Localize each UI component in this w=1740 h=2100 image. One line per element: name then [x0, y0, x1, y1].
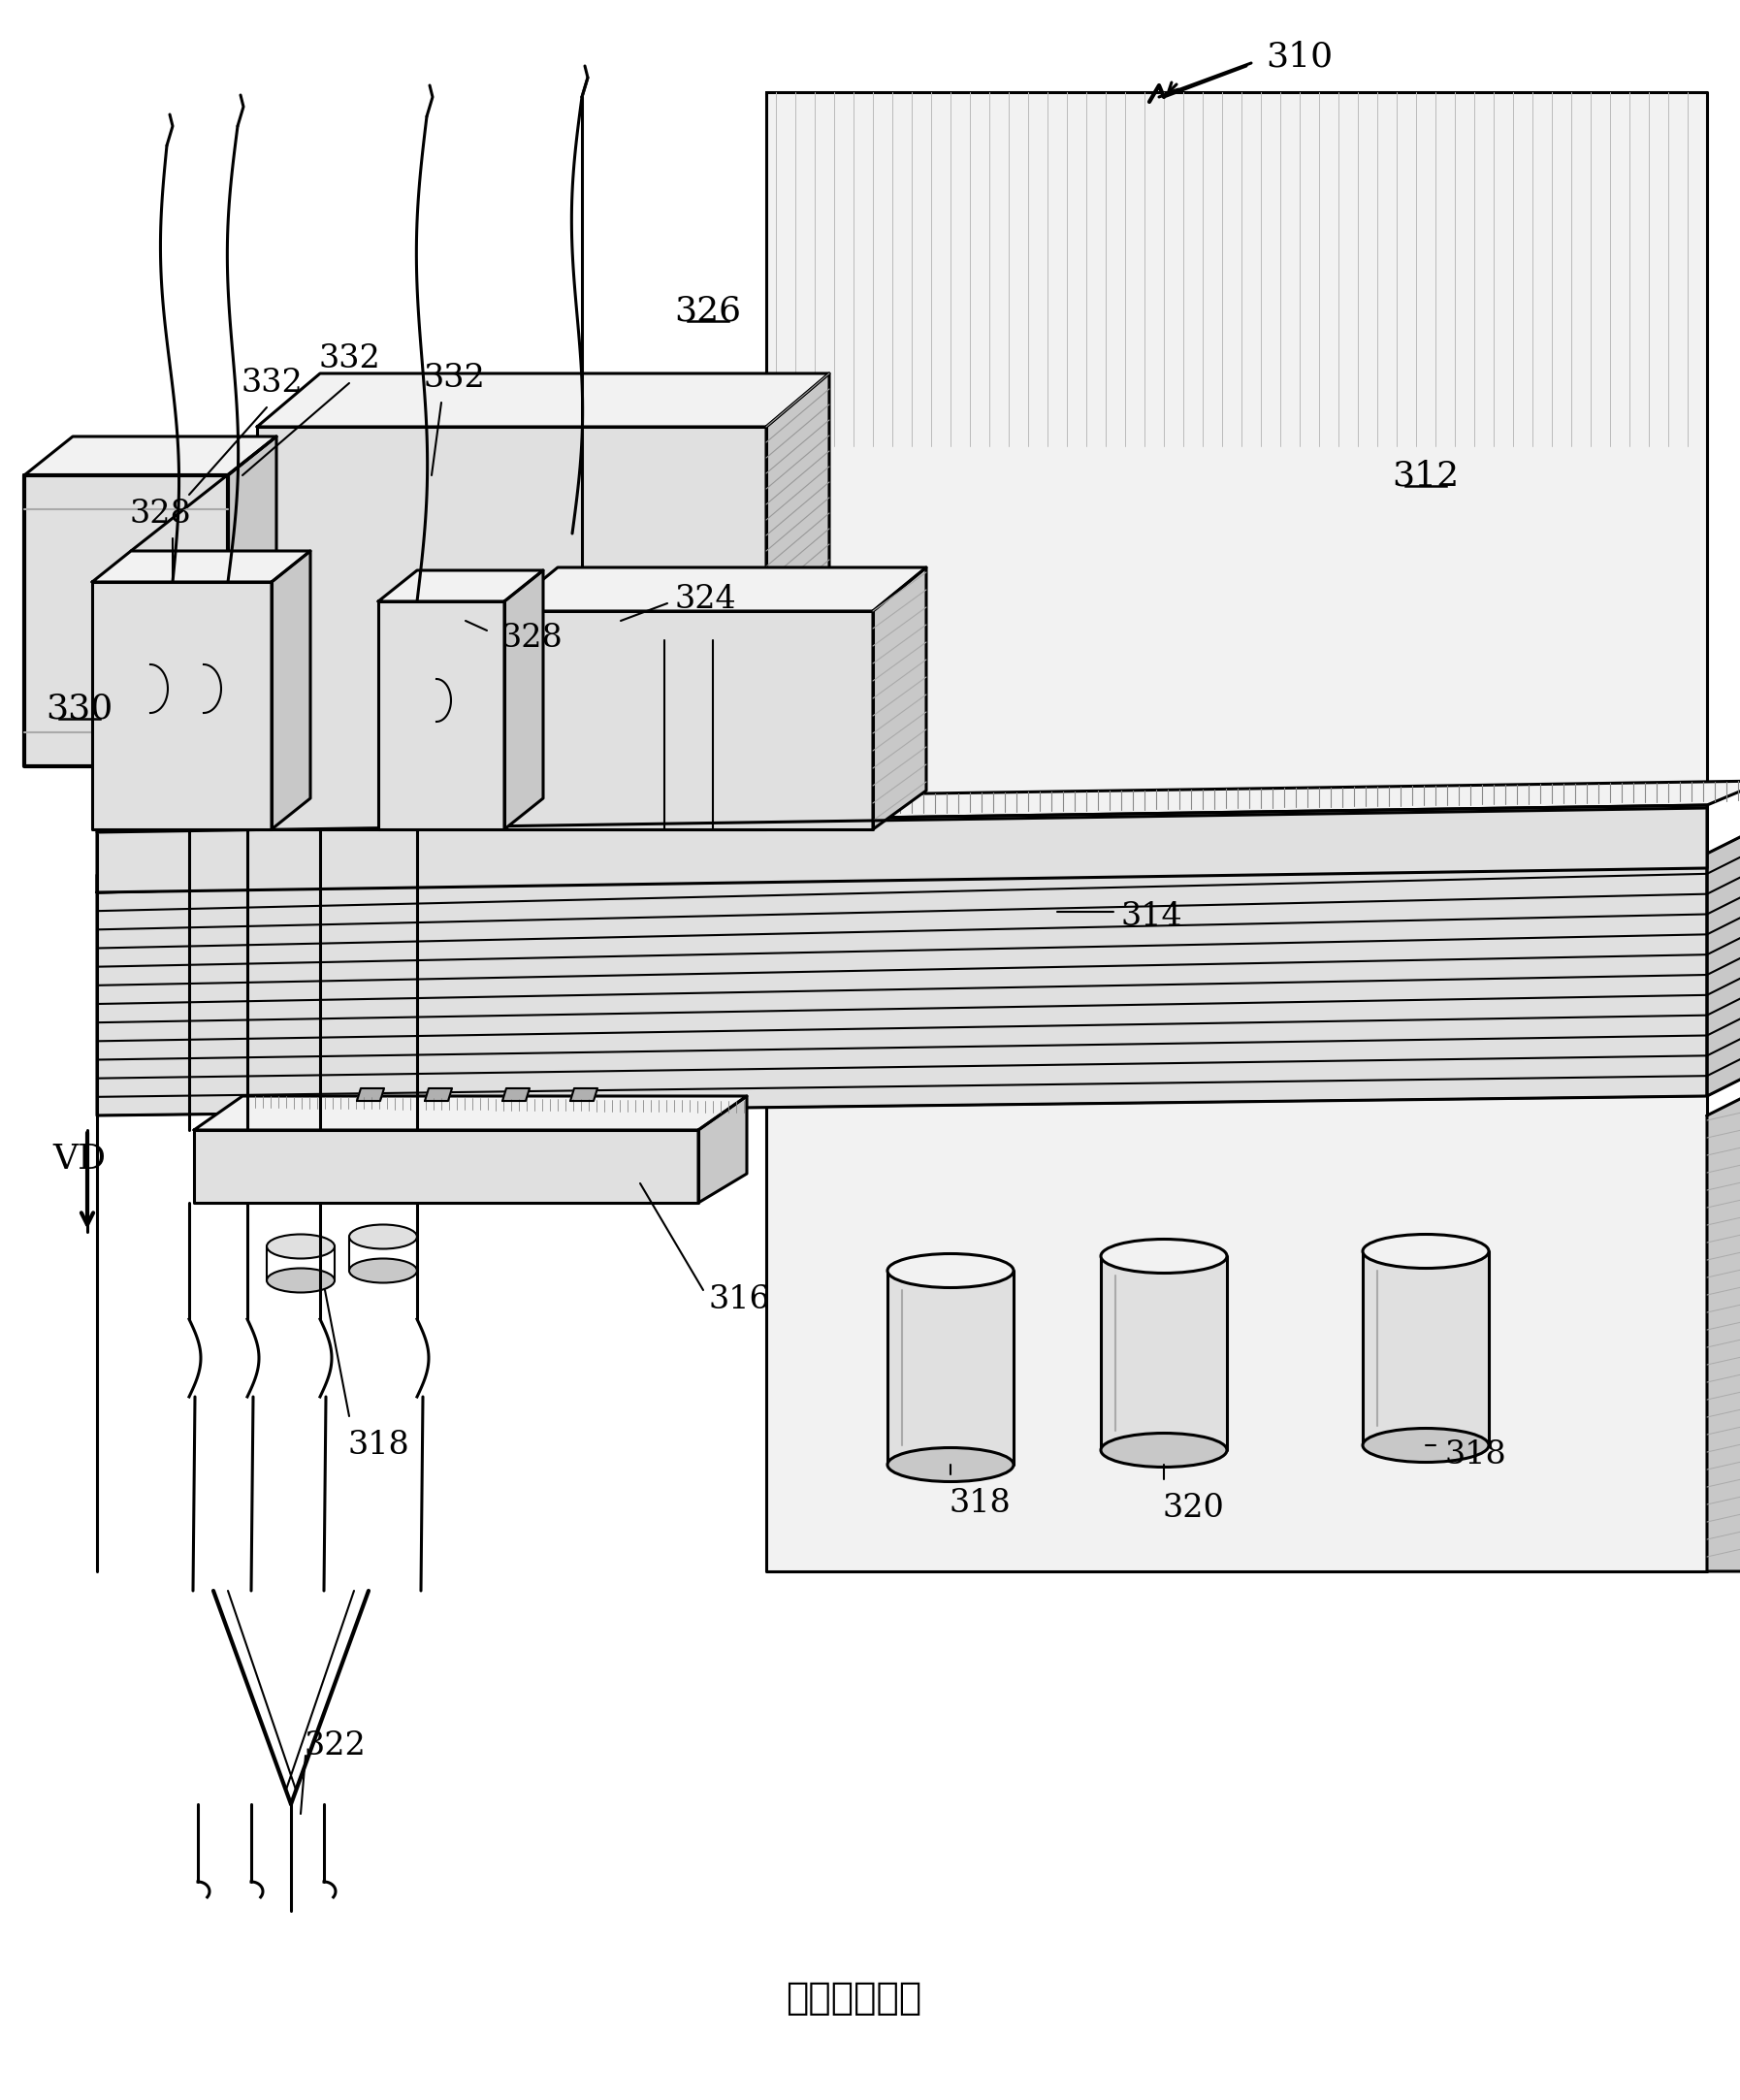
Polygon shape	[505, 567, 926, 611]
Text: 328: 328	[129, 498, 191, 529]
Polygon shape	[92, 582, 271, 830]
Ellipse shape	[1101, 1239, 1227, 1273]
Ellipse shape	[887, 1254, 1013, 1287]
Polygon shape	[698, 1096, 746, 1203]
Polygon shape	[1707, 815, 1740, 1096]
Polygon shape	[97, 853, 1707, 1115]
Polygon shape	[503, 1088, 529, 1100]
Ellipse shape	[266, 1268, 334, 1291]
Polygon shape	[766, 92, 1707, 1571]
Text: 328: 328	[501, 624, 562, 653]
Text: 310: 310	[1265, 40, 1333, 74]
Polygon shape	[97, 804, 1707, 892]
Polygon shape	[97, 781, 1740, 830]
Polygon shape	[92, 550, 310, 582]
Polygon shape	[271, 550, 310, 829]
Polygon shape	[873, 567, 926, 830]
Ellipse shape	[1101, 1432, 1227, 1468]
Polygon shape	[766, 374, 830, 830]
Text: 318: 318	[1446, 1438, 1507, 1470]
Text: 320: 320	[1162, 1493, 1223, 1525]
Polygon shape	[193, 1130, 698, 1203]
Ellipse shape	[887, 1447, 1013, 1483]
Text: 332: 332	[240, 368, 303, 399]
Text: 322: 322	[304, 1730, 365, 1762]
Polygon shape	[228, 437, 277, 766]
Polygon shape	[258, 374, 830, 426]
Polygon shape	[505, 571, 543, 829]
Text: 312: 312	[1392, 458, 1460, 491]
Polygon shape	[378, 601, 505, 830]
Text: 316: 316	[708, 1285, 769, 1315]
Polygon shape	[1362, 1252, 1489, 1445]
Polygon shape	[1707, 1077, 1740, 1571]
Ellipse shape	[350, 1258, 418, 1283]
Polygon shape	[193, 1096, 746, 1130]
Polygon shape	[97, 836, 1707, 892]
Text: 332: 332	[318, 344, 379, 374]
Text: 324: 324	[673, 584, 736, 615]
Polygon shape	[1101, 1256, 1227, 1451]
Polygon shape	[887, 1270, 1013, 1464]
Ellipse shape	[1362, 1235, 1489, 1268]
Polygon shape	[24, 437, 277, 475]
Polygon shape	[357, 1088, 385, 1100]
Text: 326: 326	[675, 294, 741, 328]
Ellipse shape	[266, 1235, 334, 1258]
Text: （现有技术）: （现有技术）	[785, 1980, 922, 2016]
Text: VD: VD	[52, 1142, 106, 1176]
Ellipse shape	[1362, 1428, 1489, 1462]
Text: 314: 314	[1121, 901, 1181, 932]
Polygon shape	[425, 1088, 452, 1100]
Polygon shape	[378, 571, 543, 601]
Text: 318: 318	[948, 1489, 1011, 1518]
Polygon shape	[571, 1088, 597, 1100]
Polygon shape	[258, 426, 766, 829]
Text: 330: 330	[45, 691, 113, 724]
Text: 332: 332	[423, 363, 485, 395]
Polygon shape	[24, 475, 228, 766]
Text: 318: 318	[348, 1430, 409, 1462]
Polygon shape	[505, 611, 873, 830]
Ellipse shape	[350, 1224, 418, 1250]
